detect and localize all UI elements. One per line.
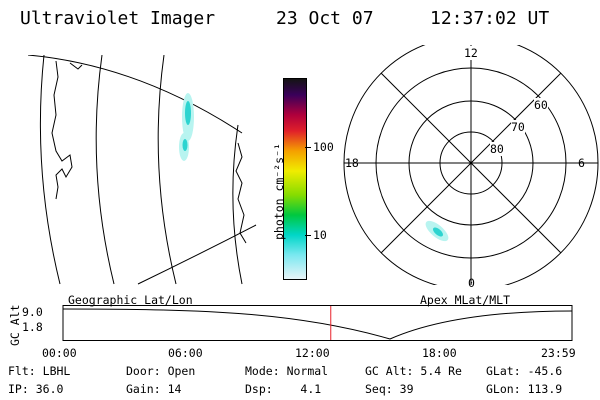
timeline-xtick: 18:00 bbox=[422, 346, 457, 360]
timeline-frame bbox=[62, 305, 573, 341]
flt-value: LBHL bbox=[42, 364, 71, 378]
mlat-label-70: 70 bbox=[511, 120, 525, 134]
latitude-line bbox=[28, 55, 243, 134]
gain-key: Gain: bbox=[126, 382, 161, 396]
door-value: Open bbox=[167, 364, 196, 378]
app-title: Ultraviolet Imager bbox=[20, 8, 216, 29]
glon-key: GLon: bbox=[486, 382, 521, 396]
coastline bbox=[51, 60, 73, 200]
altitude-timeline bbox=[62, 305, 573, 341]
seq-key: Seq: bbox=[365, 382, 393, 396]
colorbar-tick-label: 100 bbox=[313, 140, 334, 154]
gc-alt-key: GC Alt: bbox=[365, 364, 414, 378]
time-label: 12:37:02 UT bbox=[430, 8, 550, 29]
coastline bbox=[235, 142, 247, 244]
timeline-xtick: 00:00 bbox=[42, 346, 77, 360]
ip-key: IP: bbox=[8, 382, 29, 396]
colorbar-tick bbox=[305, 147, 311, 148]
polar-plot bbox=[343, 45, 599, 285]
timeline-xtick: 12:00 bbox=[295, 346, 330, 360]
mlt-label-18: 18 bbox=[345, 156, 359, 170]
colorbar-label: photon cm⁻²s⁻¹ bbox=[272, 143, 286, 240]
mlt-label-6: 6 bbox=[578, 156, 585, 170]
latitude-line bbox=[137, 224, 257, 285]
timeline-xtick: 06:00 bbox=[168, 346, 203, 360]
aurora-blob bbox=[179, 93, 194, 161]
gc-alt-value: 5.4 Re bbox=[420, 364, 462, 378]
door-key: Door: bbox=[126, 364, 161, 378]
mlt-label-12: 12 bbox=[464, 46, 478, 60]
dsp-key: Dsp: bbox=[245, 382, 273, 396]
altitude-curve bbox=[62, 308, 573, 340]
gain-value: 14 bbox=[167, 382, 182, 396]
timeline-ylabel: GC Alt bbox=[8, 304, 22, 346]
mode-value: Normal bbox=[286, 364, 329, 378]
color-bar bbox=[283, 78, 307, 280]
dsp-value: 4.1 bbox=[300, 382, 322, 396]
apex-label: Apex MLat/MLT bbox=[420, 293, 511, 307]
glat-value: -45.6 bbox=[527, 364, 563, 378]
ip-value: 36.0 bbox=[35, 382, 64, 396]
mlat-label-80: 80 bbox=[490, 142, 504, 156]
glon-value: 113.9 bbox=[527, 382, 563, 396]
mlat-label-60: 60 bbox=[534, 98, 548, 112]
flt-key: Flt: bbox=[8, 364, 36, 378]
timeline-xtick: 23:59 bbox=[541, 346, 576, 360]
longitude-line bbox=[232, 124, 243, 285]
colorbar-tick-label: 10 bbox=[313, 228, 327, 242]
longitude-line bbox=[95, 55, 115, 285]
mode-key: Mode: bbox=[245, 364, 280, 378]
geographic-label: Geographic Lat/Lon bbox=[68, 293, 193, 307]
glat-key: GLat: bbox=[486, 364, 521, 378]
colorbar-tick bbox=[305, 235, 311, 236]
seq-value: 39 bbox=[399, 382, 414, 396]
coastline bbox=[69, 62, 83, 70]
date-label: 23 Oct 07 bbox=[276, 8, 374, 29]
longitude-line bbox=[39, 55, 61, 285]
geographic-map bbox=[28, 55, 257, 285]
timeline-ytick: 1.8 bbox=[22, 320, 43, 334]
polar-diagonal bbox=[380, 72, 562, 254]
longitude-line bbox=[157, 55, 177, 285]
timeline-ytick: 9.0 bbox=[22, 305, 43, 319]
aurora-blob bbox=[425, 220, 449, 242]
mlt-label-0: 0 bbox=[468, 276, 475, 290]
